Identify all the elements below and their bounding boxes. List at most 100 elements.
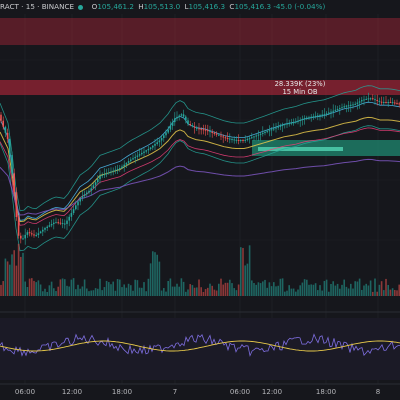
candle-body: [11, 155, 13, 174]
candle-body: [169, 125, 172, 130]
candle-body: [123, 164, 125, 167]
volume-bar: [22, 252, 24, 296]
volume-bar: [266, 287, 268, 296]
candle-body: [352, 104, 354, 106]
volume-bar: [149, 263, 152, 296]
volume-bar: [92, 290, 95, 296]
candle-body: [112, 170, 114, 172]
candle-body: [295, 121, 297, 123]
candle-body: [15, 192, 18, 217]
candle-body: [99, 176, 101, 180]
volume-bar: [28, 278, 31, 296]
volume-bar: [332, 281, 334, 296]
candle-body: [347, 105, 350, 107]
volume-bar: [86, 288, 88, 296]
volume-bar: [204, 289, 207, 296]
volume-bar: [290, 288, 293, 296]
candle-body: [17, 217, 20, 236]
volume-bar: [394, 289, 396, 296]
volume-bar: [171, 286, 174, 296]
symbol-title[interactable]: RACT · 15 · BINANCE: [0, 2, 75, 11]
volume-bar: [64, 279, 66, 296]
ma-yellow-line: [0, 116, 400, 223]
candle-body: [376, 100, 378, 101]
volume-bar: [328, 291, 330, 296]
volume-bar: [218, 283, 220, 296]
volume-bar: [158, 261, 161, 296]
candle-body: [356, 102, 359, 104]
candle-body: [273, 128, 275, 130]
candle-body: [306, 117, 308, 119]
volume-bar: [61, 278, 64, 296]
volume-bar: [244, 265, 246, 296]
volume-bar: [156, 254, 158, 296]
candle-body: [119, 168, 121, 170]
time-axis-label: 18:00: [315, 388, 337, 396]
oscillator-signal-line: [0, 340, 400, 352]
candle-body: [9, 138, 11, 155]
candle-body: [299, 119, 301, 121]
candle-body: [149, 147, 152, 149]
volume-bar: [237, 284, 240, 296]
candle-body: [361, 100, 363, 102]
candle-body: [367, 98, 370, 100]
volume-bar: [224, 282, 227, 296]
candle-body: [385, 102, 387, 103]
candle-body: [297, 120, 299, 122]
volume-bar: [152, 251, 154, 296]
candle-body: [240, 140, 242, 141]
candle-body: [334, 109, 337, 111]
change-value: -45.0 (-0.04%): [273, 2, 326, 11]
volume-bar: [343, 279, 345, 296]
candle-body: [39, 231, 42, 234]
candle-body: [255, 135, 257, 137]
candlesticks: [0, 92, 400, 245]
volume-bar: [356, 281, 359, 296]
low-value: 105,416.3: [188, 2, 226, 11]
candle-body: [372, 98, 374, 100]
candle-body: [220, 135, 222, 137]
volume-bar: [116, 279, 119, 296]
volume-bar: [70, 279, 73, 296]
candle-body: [59, 222, 62, 224]
volume-bar: [42, 291, 44, 296]
volume-bar: [167, 280, 169, 296]
candle-body: [200, 128, 202, 130]
volume-bar: [178, 286, 180, 296]
candle-body: [127, 161, 130, 163]
candle-body: [231, 138, 233, 140]
volume-bar: [185, 291, 187, 296]
candle-body: [55, 222, 57, 224]
volume-bar: [319, 285, 321, 296]
candle-body: [44, 228, 46, 230]
candle-body: [244, 139, 246, 141]
candle-body: [64, 223, 66, 225]
volume-bar: [314, 283, 317, 296]
volume-bar: [55, 291, 57, 296]
candle-body: [97, 179, 99, 183]
volume-bar: [119, 279, 121, 296]
candle-body: [26, 232, 29, 235]
volume-bar: [112, 281, 114, 296]
candle-body: [310, 116, 312, 118]
volume-bar: [180, 278, 183, 296]
candle-body: [396, 102, 398, 104]
candle-body: [222, 136, 224, 138]
volume-bars: [0, 243, 400, 296]
candle-body: [345, 105, 348, 107]
candle-body: [229, 138, 231, 140]
volume-bar: [391, 288, 394, 296]
volume-bar: [385, 278, 387, 296]
candle-body: [176, 116, 178, 119]
volume-bar: [136, 280, 139, 296]
candle-body: [125, 162, 128, 165]
volume-bar: [306, 279, 308, 296]
volume-bar: [97, 288, 99, 296]
candle-body: [266, 131, 268, 133]
candle-body: [284, 124, 286, 126]
candle-body: [279, 125, 282, 127]
candle-body: [224, 137, 227, 139]
candle-body: [86, 192, 88, 195]
volume-bar: [211, 285, 213, 296]
